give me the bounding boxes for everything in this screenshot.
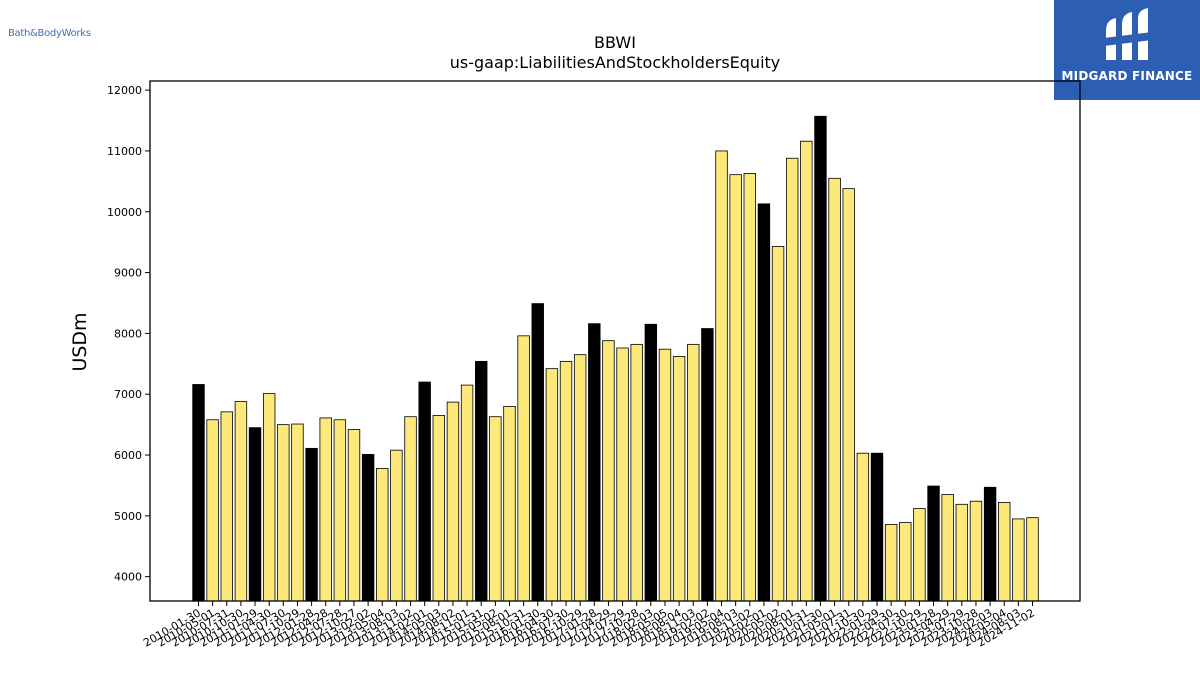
- bath-body-works-logo: Bath&BodyWorks: [8, 28, 91, 39]
- chart-title: BBWI: [594, 33, 636, 52]
- bar-2022-07-30: [899, 522, 912, 602]
- plot-frame: [149, 80, 1081, 602]
- bar-2022-04-30: [884, 523, 898, 602]
- y-axis-label: USDm: [69, 312, 91, 371]
- bar-2015-05-02: [489, 416, 502, 602]
- bar-2013-05-04: [376, 468, 389, 602]
- bar-2012-01-28: [305, 447, 318, 602]
- bar-2015-01-31: [475, 360, 488, 602]
- chart-subtitle: us-gaap:LiabilitiesAndStockholdersEquity: [450, 53, 781, 72]
- bar-2016-01-30: [531, 303, 544, 602]
- bar-2015-10-31: [517, 335, 530, 602]
- bar-2013-08-03: [390, 449, 403, 602]
- y-tick-label: 10000: [107, 206, 142, 219]
- bar-2019-02-02: [701, 328, 714, 602]
- bar-2011-10-29: [291, 423, 304, 602]
- bar-2011-04-30: [262, 393, 276, 602]
- bar-2022-01-29: [870, 452, 884, 602]
- bar-2016-10-29: [573, 354, 587, 602]
- bar-2024-02-03: [983, 486, 997, 602]
- y-tick-label: 7000: [114, 388, 142, 401]
- y-tick-label: 12000: [107, 84, 142, 97]
- bar-2016-04-30: [545, 368, 559, 602]
- bar-2011-07-30: [277, 424, 290, 602]
- midgard-finance-logo: MIDGARD FINANCE: [1054, 0, 1200, 100]
- bar-2017-01-28: [588, 323, 601, 602]
- midgard-logo-icon: [1104, 8, 1152, 60]
- x-axis: 2010-01-302010-05-012010-07-312010-10-30…: [141, 601, 1037, 650]
- bar-2012-04-28: [319, 417, 332, 602]
- bar-2014-02-01: [418, 381, 431, 602]
- bar-2021-10-30: [856, 452, 870, 602]
- y-tick-label: 8000: [114, 327, 142, 340]
- bar-2013-02-02: [361, 454, 375, 602]
- bar-2020-08-01: [785, 157, 799, 602]
- bar-2023-10-28: [969, 500, 983, 602]
- bar-2010-07-31: [220, 411, 233, 602]
- bar-2013-11-02: [404, 416, 417, 602]
- bar-2020-02-01: [757, 203, 771, 602]
- bar-2010-05-01: [206, 419, 219, 602]
- bar-2023-04-29: [941, 494, 954, 602]
- bar-2019-05-04: [715, 150, 728, 602]
- bar-2023-01-28: [927, 485, 940, 602]
- bar-2024-11-02: [1026, 517, 1039, 602]
- y-tick-label: 9000: [114, 267, 142, 280]
- bar-2012-07-28: [333, 419, 347, 602]
- bar-2019-11-02: [743, 173, 756, 602]
- bar-2018-02-03: [644, 323, 658, 602]
- bar-2010-10-30: [234, 401, 248, 602]
- y-tick-label: 5000: [114, 510, 142, 523]
- bar-2024-05-04: [998, 502, 1011, 602]
- bar-2018-05-05: [658, 348, 672, 602]
- bar-2011-01-29: [248, 427, 262, 602]
- bar-2015-08-01: [503, 405, 516, 602]
- bar-2012-10-27: [347, 429, 361, 602]
- bar-2023-07-29: [955, 503, 969, 602]
- bar-2010-01-30: [192, 384, 205, 602]
- bar-2020-10-31: [800, 140, 813, 602]
- bar-2017-10-28: [630, 343, 643, 602]
- y-tick-label: 11000: [107, 145, 142, 158]
- bar-2024-08-03: [1012, 518, 1025, 602]
- bar-2016-07-30: [559, 360, 573, 602]
- bar-2017-04-29: [602, 340, 615, 602]
- bars-group: [192, 115, 1039, 602]
- bar-2019-08-03: [729, 174, 742, 602]
- bar-2021-01-30: [814, 115, 827, 602]
- bar-2022-10-29: [913, 508, 926, 602]
- bar-2020-05-02: [771, 246, 785, 602]
- bar-2021-07-31: [842, 188, 855, 602]
- bar-2018-11-03: [687, 343, 700, 602]
- bar-2014-08-02: [446, 401, 460, 602]
- y-tick-label: 6000: [114, 449, 142, 462]
- bar-2018-08-04: [672, 356, 686, 602]
- bar-2017-07-29: [616, 347, 629, 602]
- bar-2014-05-03: [432, 415, 446, 602]
- y-tick-label: 4000: [114, 571, 142, 584]
- y-axis: 4000 5000 6000 7000 8000 9000 10000 11000 12000: [107, 84, 150, 584]
- bar-2014-11-01: [460, 384, 474, 602]
- bar-2021-05-01: [828, 177, 841, 602]
- midgard-logo-text: MIDGARD FINANCE: [1061, 69, 1193, 83]
